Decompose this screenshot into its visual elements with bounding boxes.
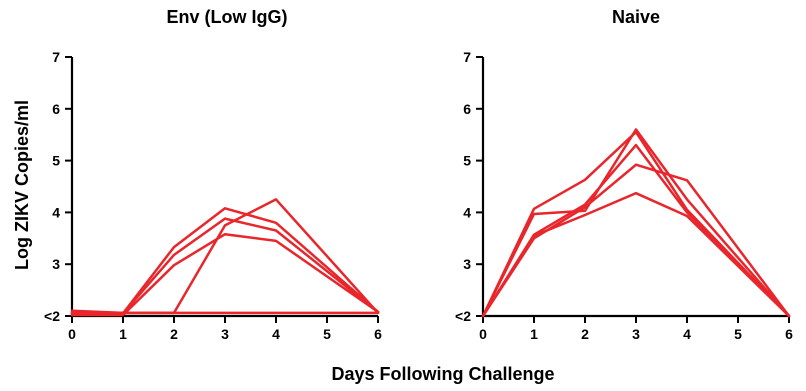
x-tick-label: 5 [323, 326, 331, 342]
series-line-4 [481, 163, 791, 318]
env-panel: Env (Low IgG) <2 3 4 5 6 7 0 1 2 3 4 5 6 [44, 7, 382, 342]
x-tick-label: 6 [374, 326, 382, 342]
x-tick-label: 3 [632, 326, 640, 342]
series-line-4 [70, 198, 380, 315]
x-tick-label: 2 [170, 326, 178, 342]
y-tick-label: 5 [463, 153, 471, 169]
y-tick-label: 6 [463, 101, 471, 117]
y-tick-label: 4 [52, 204, 60, 220]
series-line-5 [481, 191, 791, 318]
series-line-3 [481, 143, 791, 318]
naive-panel: Naive <2 3 4 5 6 7 0 1 2 3 4 5 6 [455, 7, 793, 342]
series-line-2 [70, 217, 380, 315]
y-tick-label: 3 [463, 256, 471, 272]
x-tick-label: 0 [68, 326, 76, 342]
y-tick-label: <2 [455, 308, 471, 324]
x-tick-label: 5 [734, 326, 742, 342]
x-axis-title: Days Following Challenge [331, 364, 554, 384]
y-tick-label: <2 [44, 308, 60, 324]
x-tick-label: 6 [785, 326, 793, 342]
series-line-3 [70, 232, 380, 317]
x-tick-label: 3 [221, 326, 229, 342]
y-tick-label: 5 [52, 153, 60, 169]
x-tick-label: 4 [272, 326, 280, 342]
series-line-5 [70, 309, 380, 315]
x-tick-label: 4 [683, 326, 691, 342]
panel-title: Naive [612, 7, 660, 27]
x-tick-label: 2 [581, 326, 589, 342]
panel-title: Env (Low IgG) [167, 7, 288, 27]
y-tick-label: 7 [52, 49, 60, 65]
x-tick-label: 1 [119, 326, 127, 342]
series-line-1 [481, 130, 791, 318]
y-axis-title: Log ZIKV Copies/ml [12, 100, 32, 270]
y-tick-label: 3 [52, 256, 60, 272]
y-tick-label: 7 [463, 49, 471, 65]
x-tick-label: 0 [479, 326, 487, 342]
x-tick-label: 1 [530, 326, 538, 342]
y-tick-label: 6 [52, 101, 60, 117]
series-line-2 [481, 128, 791, 318]
y-tick-label: 4 [463, 204, 471, 220]
